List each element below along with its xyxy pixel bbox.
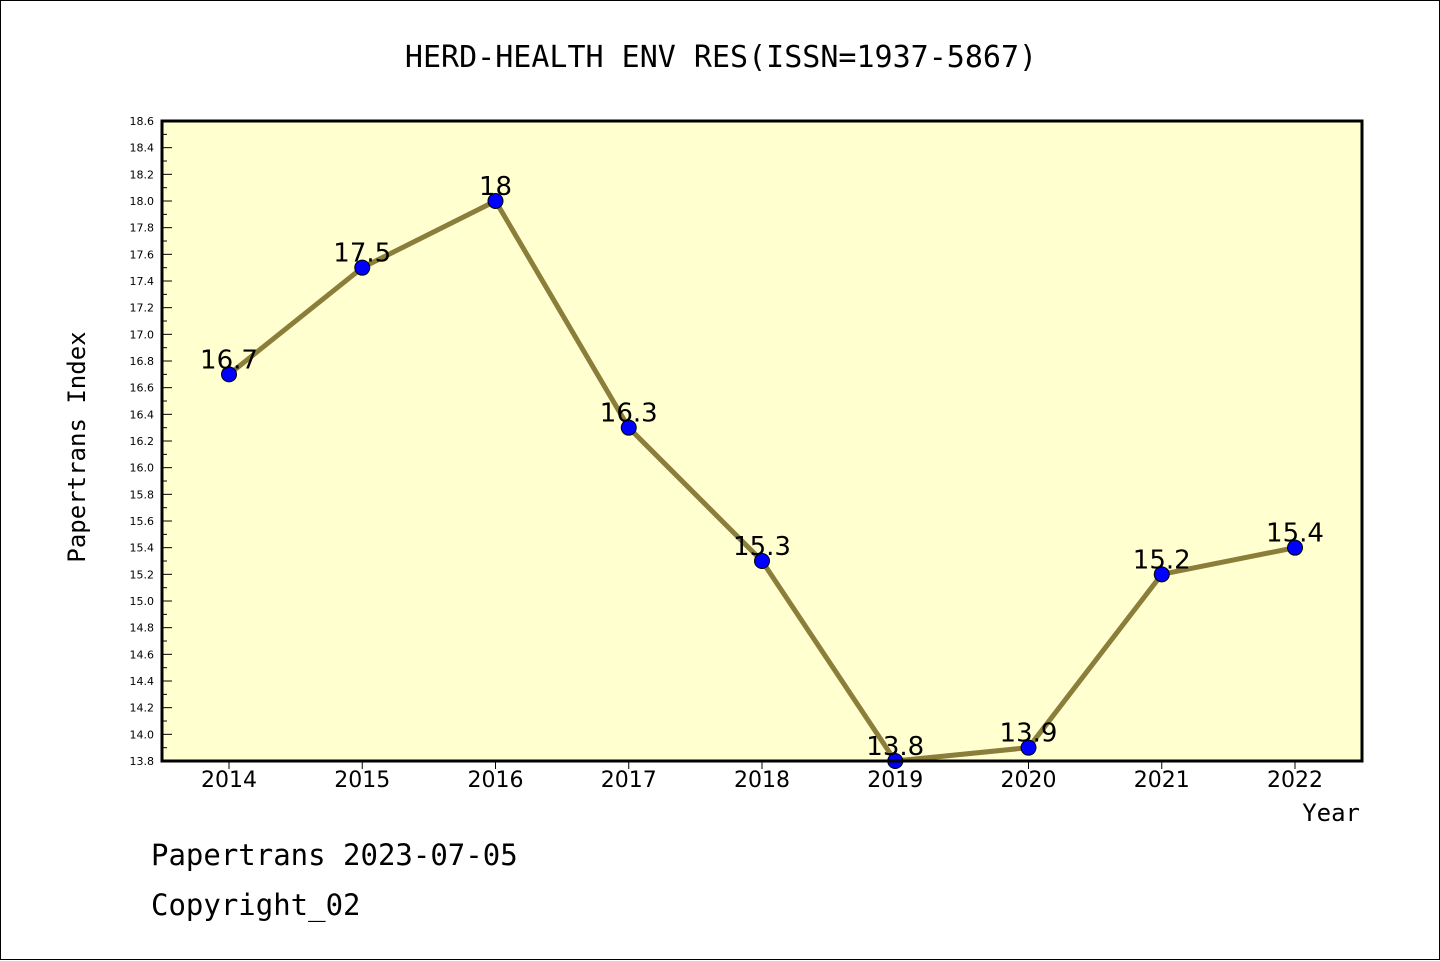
data-label: 13.8 <box>866 732 924 762</box>
data-point <box>221 366 237 383</box>
y-tick-label: 15.0 <box>130 595 155 608</box>
x-tick-label: 2015 <box>334 768 390 793</box>
x-tick-label: 2014 <box>201 768 257 793</box>
data-label: 13.9 <box>1000 719 1058 749</box>
data-label: 15.2 <box>1133 545 1191 575</box>
y-tick-label: 14.8 <box>130 622 155 635</box>
y-tick-label: 17.8 <box>130 222 155 235</box>
y-tick-label: 17.6 <box>130 248 155 261</box>
data-point <box>1153 566 1170 583</box>
plot-area <box>162 121 1362 761</box>
data-label: 15.4 <box>1266 519 1324 549</box>
x-tick-label: 2017 <box>601 768 657 793</box>
y-tick-label: 16.0 <box>130 462 155 475</box>
y-tick-label: 17.2 <box>130 302 155 315</box>
data-label: 17.5 <box>333 239 391 269</box>
y-tick-label: 15.6 <box>130 515 155 528</box>
x-tick-label: 2018 <box>734 768 790 793</box>
data-label: 16.7 <box>200 345 258 375</box>
y-tick-label: 16.2 <box>130 435 155 448</box>
data-point <box>354 259 371 276</box>
y-tick-label: 17.0 <box>130 328 155 341</box>
x-tick-label: 2020 <box>1001 768 1057 793</box>
plot-border <box>160 119 1364 763</box>
y-tick-label: 16.4 <box>130 408 155 421</box>
y-tick-label: 18.6 <box>130 115 155 128</box>
x-tick-label: 2016 <box>468 768 524 793</box>
data-label: 18 <box>479 172 512 202</box>
footer-copyright: Copyright_02 <box>151 888 361 923</box>
y-axis-label: Papertrans Index <box>63 331 91 562</box>
y-tick-label: 16.8 <box>130 355 155 368</box>
data-point <box>1287 539 1303 556</box>
x-tick-label: 2021 <box>1134 768 1190 793</box>
x-axis-ticks: 2014 2015 2016 2017 2018 2019 2020 2021 2022 <box>201 761 1323 793</box>
data-point <box>620 419 637 436</box>
y-tick-label: 18.0 <box>130 195 155 208</box>
data-point <box>1020 739 1037 756</box>
y-tick-label: 15.4 <box>130 542 155 555</box>
y-tick-label: 14.2 <box>130 702 155 715</box>
y-tick-label: 14.0 <box>130 728 155 741</box>
x-tick-label: 2022 <box>1267 768 1323 793</box>
data-point <box>487 193 504 209</box>
y-tick-label: 14.4 <box>130 675 155 688</box>
data-point <box>754 553 770 569</box>
data-label: 16.3 <box>600 399 658 429</box>
y-axis-ticks: 13.8 14.0 14.2 14.4 14.6 14.8 15.0 15.2 15.4 15.6… <box>130 115 172 768</box>
x-tick-label: 2019 <box>867 768 923 793</box>
x-axis-label: Year <box>1302 799 1360 827</box>
y-tick-label: 13.8 <box>130 755 155 768</box>
y-tick-label: 14.6 <box>130 648 155 661</box>
y-tick-label: 17.4 <box>130 275 155 288</box>
y-tick-label: 16.6 <box>130 382 155 395</box>
data-label: 15.3 <box>733 532 791 562</box>
data-labels: 16.7 17.5 18 16.3 15.3 13.8 13.9 15.2 15.4 <box>200 172 1324 762</box>
y-tick-label: 18.4 <box>130 142 155 155</box>
y-tick-label: 15.2 <box>130 568 155 581</box>
footer-date: Papertrans 2023-07-05 <box>151 838 518 872</box>
y-tick-label: 15.8 <box>130 488 155 501</box>
y-tick-label: 18.2 <box>130 168 155 181</box>
chart-title: HERD-HEALTH ENV RES(ISSN=1937-5867) <box>405 40 1037 75</box>
